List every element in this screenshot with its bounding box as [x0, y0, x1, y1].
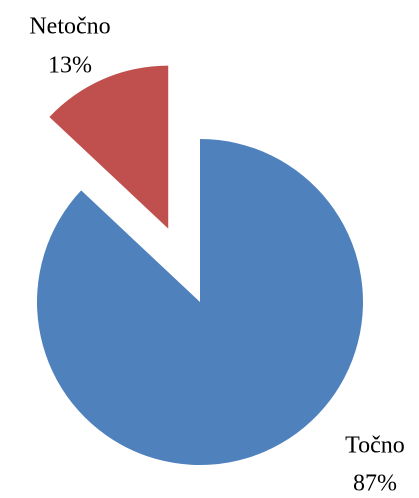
slice-value-label: 87%: [353, 471, 397, 497]
pie-slice: [49, 65, 169, 229]
pie-slice: [36, 139, 363, 465]
slice-label: Netočno: [29, 14, 110, 40]
slice-label: Točno: [345, 433, 405, 459]
slice-value-label: 13%: [48, 53, 92, 79]
